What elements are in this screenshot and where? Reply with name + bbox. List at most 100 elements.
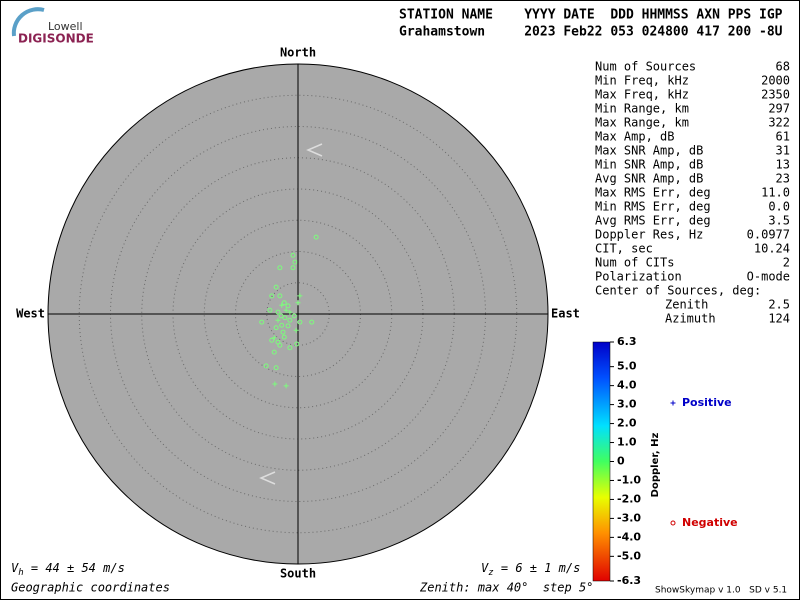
stat-value: 13 [776,158,790,172]
source-circle [273,325,279,331]
velocity-label: Vh = 44 ± 54 m/s [11,561,125,578]
source-circle [294,341,300,347]
center-label: Zenith [665,298,708,312]
direction-label: South [280,567,316,581]
plot: North South East West [16,46,580,581]
stat-value: 3.5 [768,214,790,228]
velocity-label: Vz = 6 ± 1 m/s [481,561,580,578]
colorbar-tick-label: -6.3 [617,574,641,587]
source-circle [277,265,283,271]
source-plus [283,383,289,389]
stat-value: 2000 [761,74,790,88]
source-plus [279,302,285,308]
source-circle [280,329,286,335]
version-label: ShowSkymap v 1.0 SD v 5.1 [655,586,787,596]
source-circle [273,284,279,290]
source-plus [670,400,676,406]
header-values: Grahamstown 2023 Feb22 053 024800 417 20… [399,25,783,40]
stat-value: 2350 [761,88,790,102]
logo-arc [11,7,45,37]
source-circle [291,313,297,319]
source-circle [277,293,283,299]
source-circle [287,345,293,351]
stat-label: Min Freq, kHz [595,74,689,88]
source-plus [272,381,278,387]
center-value: 124 [768,312,790,326]
stat-label: CIT, sec [595,242,653,256]
source-circle [290,252,296,258]
stat-label: Min SNR Amp, dB [595,158,703,172]
colorbar-tick-label: -2.0 [617,492,641,505]
stat-label: Avg RMS Err, deg [595,214,711,228]
source-circle [269,337,275,343]
direction-label: North [280,46,316,60]
source-plus [283,307,289,313]
legend-label: Negative [682,516,738,529]
colorbar-label: Doppler, Hz [650,433,661,498]
center-label: Azimuth [665,312,716,326]
colorbar-tick-label: -4.0 [617,530,641,543]
center-value: 2.5 [768,298,790,312]
stat-value: 11.0 [761,186,790,200]
stat-label: Min RMS Err, deg [595,200,711,214]
source-circle [277,342,283,348]
source-circle [281,300,287,306]
source-circle [278,313,284,319]
source-circle [275,309,281,315]
source-plus [293,327,299,333]
legend-label: Positive [682,396,732,409]
stat-value: 0.0977 [747,228,790,242]
velocity-symbol: V [481,561,489,575]
stat-value: 68 [776,60,790,74]
header-labels: STATION NAME YYYY DATE DDD HHMMSS AXN PP… [399,8,783,23]
source-circle [309,319,315,325]
source-circle [297,319,303,325]
source-circle [285,303,291,309]
stat-value: O-mode [747,270,790,284]
stat-value: 61 [776,130,790,144]
source-circle [259,319,265,325]
stat-label: Max RMS Err, deg [595,186,711,200]
stat-value: 322 [768,116,790,130]
direction-label: East [551,307,580,321]
stat-label: Num of Sources [595,60,696,74]
stat-value: 23 [776,172,790,186]
chevron [259,471,276,485]
source-circle [279,322,285,328]
stat-label: Max Range, km [595,116,689,130]
source-circle [670,520,676,526]
colorbar-tick-label: -3.0 [617,511,641,524]
source-circle [287,317,293,323]
center-title: Center of Sources, deg: [595,284,761,298]
stat-value: 0.0 [768,200,790,214]
stat-label: Max Freq, kHz [595,88,689,102]
stat-value: 2 [783,256,790,270]
colorbar-tick-label: -1.0 [617,473,641,486]
stat-value: 297 [768,102,790,116]
coords-label: Geographic coordinates [11,581,170,595]
source-plus [275,317,281,323]
colorbar-tick-label: 6.3 [617,335,637,348]
colorbar-tick-label: -5.0 [617,549,641,562]
stat-value: 10.24 [754,242,790,256]
source-circle [290,265,296,271]
velocity-symbol: V [11,561,19,575]
chevron [306,143,323,157]
logo-bottom: DIGISONDE [18,32,94,46]
colorbar-tick-label: 0 [617,455,625,468]
colorbar-tick-label: 4.0 [617,379,637,392]
source-plus [287,309,293,315]
source-circle [285,323,291,329]
source-circle [269,293,275,299]
stat-value: 31 [776,144,790,158]
source-circle [292,259,298,265]
source-circle [313,234,319,240]
velocity-sub: z [488,568,493,578]
colorbar-tick-label: 1.0 [617,436,637,449]
source-plus [297,293,303,299]
zenith-label: Zenith: max 40° step 5° [419,581,593,595]
velocity-text: = 44 ± 54 m/s [24,561,125,575]
stat-label: Min Range, km [595,102,689,116]
stat-label: Doppler Res, Hz [595,228,703,242]
